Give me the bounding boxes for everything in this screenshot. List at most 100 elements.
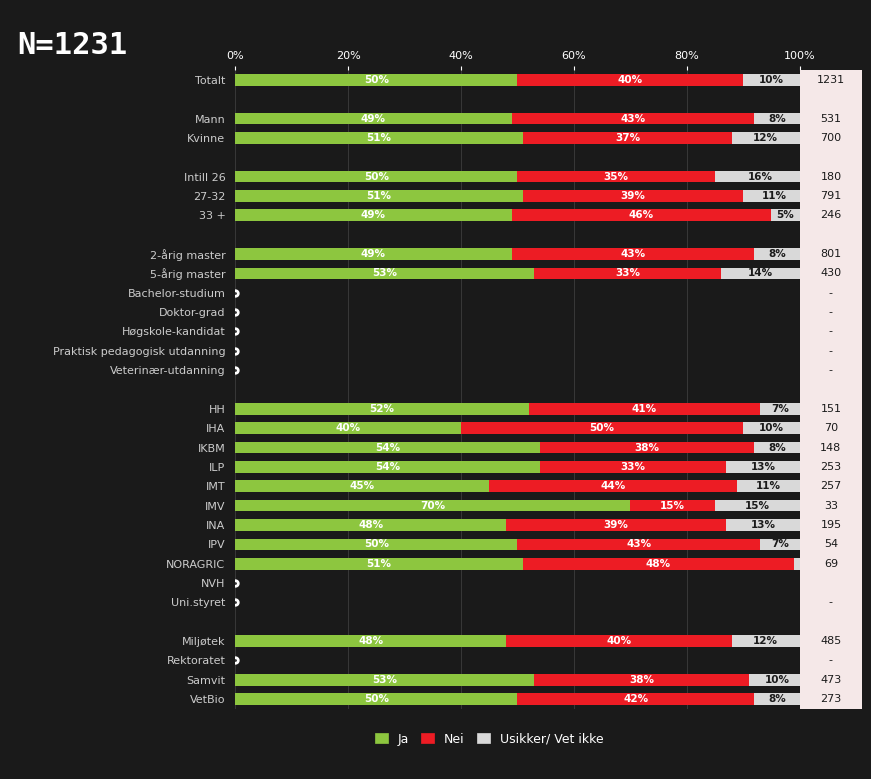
Text: 13%: 13% [751, 462, 775, 472]
Text: 15%: 15% [745, 501, 770, 511]
Text: 40%: 40% [618, 75, 643, 85]
Bar [523, 132, 732, 143]
Text: 54: 54 [824, 539, 838, 549]
Text: 37%: 37% [615, 133, 640, 143]
Text: 54%: 54% [375, 442, 400, 453]
Bar [540, 442, 754, 453]
Text: 180: 180 [820, 171, 841, 182]
Bar [529, 403, 760, 414]
Text: -: - [829, 597, 833, 608]
Bar [235, 267, 534, 279]
Bar [235, 461, 540, 473]
Bar [235, 190, 523, 202]
Text: 8%: 8% [768, 442, 786, 453]
Text: 430: 430 [820, 268, 841, 278]
Bar [512, 249, 754, 260]
Bar [540, 461, 726, 473]
Bar [523, 190, 743, 202]
Text: 50%: 50% [364, 171, 388, 182]
Text: 195: 195 [820, 520, 841, 530]
Text: 33%: 33% [620, 462, 645, 472]
Text: Antall: Antall [813, 44, 849, 57]
Bar [732, 132, 800, 143]
Text: 50%: 50% [364, 694, 388, 704]
Text: 13%: 13% [751, 520, 775, 530]
Bar [523, 558, 794, 569]
Text: 53%: 53% [372, 268, 397, 278]
Text: 50%: 50% [364, 75, 388, 85]
Bar [512, 113, 754, 125]
Bar [235, 442, 540, 453]
Text: -: - [829, 287, 833, 298]
Text: 148: 148 [820, 442, 841, 453]
Text: 40%: 40% [335, 423, 361, 433]
Text: 8%: 8% [768, 249, 786, 259]
Bar [631, 500, 715, 512]
Bar [235, 171, 517, 182]
Text: 49%: 49% [361, 210, 386, 220]
Bar [534, 674, 749, 686]
Bar [517, 171, 715, 182]
Text: 39%: 39% [604, 520, 629, 530]
Text: 8%: 8% [768, 694, 786, 704]
Text: 38%: 38% [635, 442, 659, 453]
Bar [235, 636, 506, 647]
Text: N=1231: N=1231 [17, 31, 128, 60]
Bar [235, 519, 506, 530]
Text: 41%: 41% [631, 404, 657, 414]
Text: 49%: 49% [361, 114, 386, 124]
Text: -: - [829, 326, 833, 337]
Text: 7%: 7% [771, 404, 789, 414]
Bar [235, 422, 461, 434]
Bar [749, 674, 805, 686]
Bar [743, 190, 805, 202]
Text: 257: 257 [820, 481, 841, 492]
Bar [760, 403, 800, 414]
Bar [235, 693, 517, 705]
Text: 14%: 14% [747, 268, 773, 278]
Bar [506, 519, 726, 530]
Text: 791: 791 [820, 191, 841, 201]
Text: 12%: 12% [753, 133, 778, 143]
Bar [743, 422, 800, 434]
Text: -: - [829, 655, 833, 665]
Text: 51%: 51% [367, 191, 392, 201]
Text: 70%: 70% [420, 501, 445, 511]
Text: 35%: 35% [604, 171, 629, 182]
Bar [743, 74, 800, 86]
Text: 5%: 5% [777, 210, 794, 220]
Bar [235, 558, 523, 569]
Text: 10%: 10% [759, 75, 784, 85]
Text: 69: 69 [824, 559, 838, 569]
Bar [235, 74, 517, 86]
Text: 8%: 8% [768, 114, 786, 124]
Text: 531: 531 [820, 114, 841, 124]
Text: 16%: 16% [747, 171, 773, 182]
Bar [506, 636, 732, 647]
Text: 253: 253 [820, 462, 841, 472]
Bar [235, 113, 512, 125]
Bar [732, 636, 800, 647]
Bar [760, 538, 800, 550]
Text: 246: 246 [820, 210, 841, 220]
Text: 51%: 51% [367, 559, 392, 569]
Bar [235, 249, 512, 260]
Text: 43%: 43% [620, 114, 645, 124]
Text: 473: 473 [820, 675, 841, 685]
Text: 15%: 15% [660, 501, 685, 511]
Bar [726, 461, 800, 473]
Bar [517, 693, 754, 705]
Text: 11%: 11% [761, 191, 787, 201]
Text: 44%: 44% [601, 481, 626, 492]
Text: 33: 33 [824, 501, 838, 511]
Bar [726, 519, 800, 530]
Bar [235, 538, 517, 550]
Bar [754, 113, 800, 125]
Bar [772, 210, 800, 221]
Text: 49%: 49% [361, 249, 386, 259]
Bar [754, 693, 800, 705]
Legend: Ja, Nei, Usikker/ Vet ikke: Ja, Nei, Usikker/ Vet ikke [370, 728, 608, 750]
Text: 70: 70 [824, 423, 838, 433]
Text: 11%: 11% [756, 481, 781, 492]
Text: 38%: 38% [629, 675, 654, 685]
